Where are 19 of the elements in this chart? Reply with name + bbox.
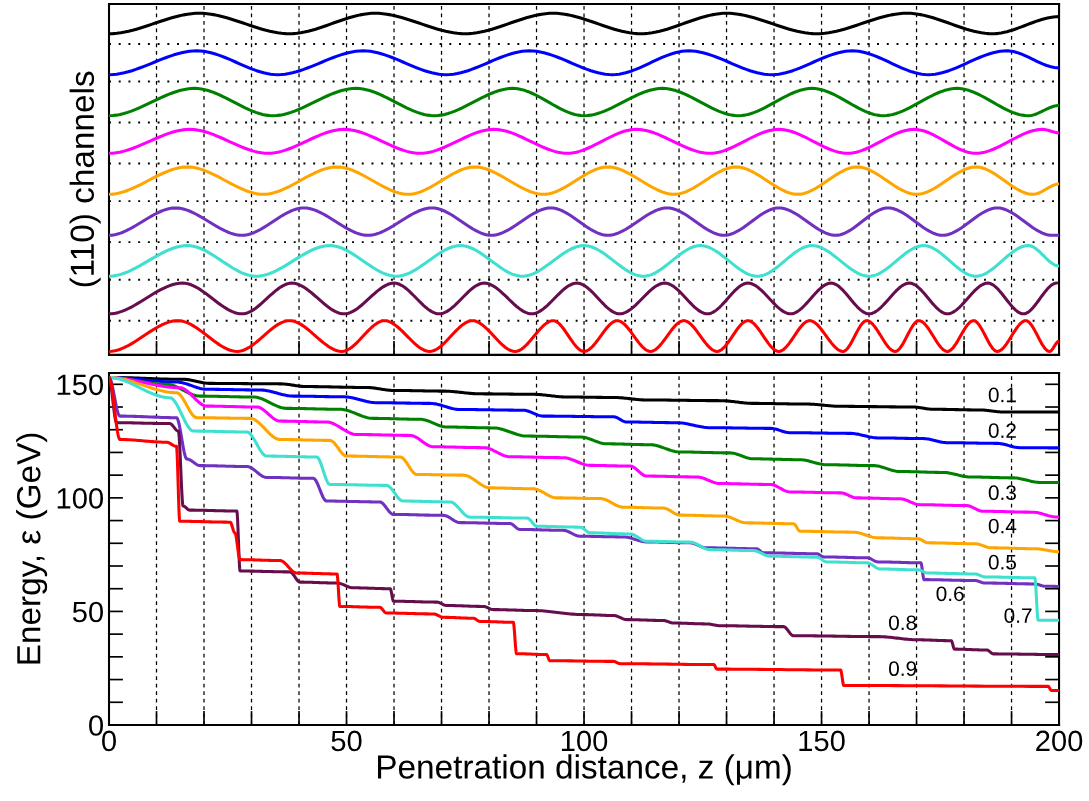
x-tick-label: 100 <box>561 730 608 752</box>
annotation: 0.4 <box>988 518 1017 534</box>
annotation: 0.9 <box>888 661 917 677</box>
x-axis-title: Penetration distance, z (μm) <box>378 754 791 786</box>
annotation: 0.7 <box>1004 608 1032 623</box>
x-tick-label: 50 <box>331 730 362 752</box>
annotation: 0.6 <box>936 586 964 602</box>
y-tick-label: 50 <box>72 601 104 623</box>
y-axis-title: Energy, ε (GeV) <box>16 433 48 664</box>
y-axis-title: (110) channels <box>69 71 101 287</box>
annotation: 0.2 <box>988 423 1016 438</box>
y-tick-label: 0 <box>89 715 104 736</box>
x-tick-label: 150 <box>799 730 845 752</box>
annotation: 0.3 <box>988 485 1016 501</box>
x-tick-label: 200 <box>1036 730 1083 752</box>
annotation: 0.5 <box>988 554 1017 570</box>
y-tick-label: 150 <box>57 374 104 396</box>
annotation: 0.8 <box>888 615 917 631</box>
y-tick-label: 100 <box>57 488 104 509</box>
